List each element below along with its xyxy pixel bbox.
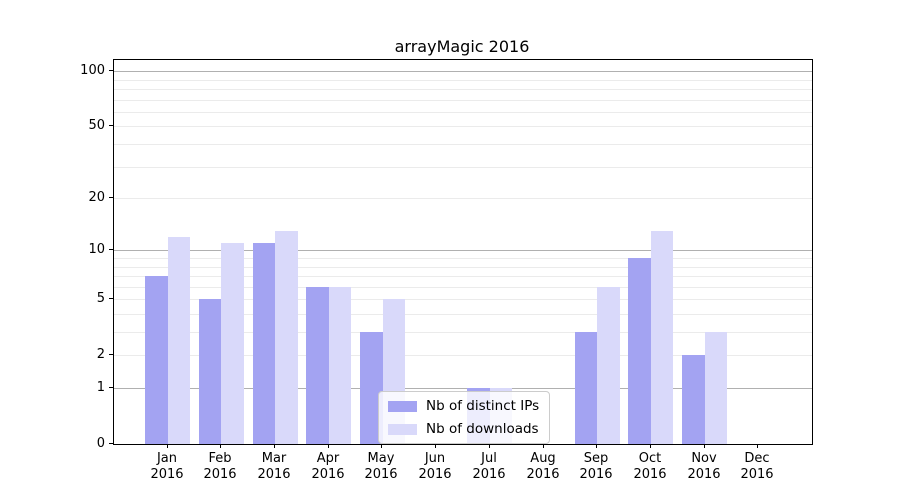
x-tick-label-jun: Jun 2016 [418, 451, 452, 482]
y-tick-label: 1 [96, 380, 105, 395]
x-tick-label-oct: Oct 2016 [633, 451, 667, 482]
x-tick-label-jul: Jul 2016 [472, 451, 506, 482]
bar-oct-downloads [650, 230, 674, 444]
bar-mar-distinct-ips [252, 243, 276, 444]
x-tick-label-feb: Feb 2016 [203, 451, 237, 482]
y-gridline-minor [114, 89, 812, 90]
legend-label-distinct-ips: Nb of distinct IPs [426, 398, 540, 414]
x-tick-mark [596, 444, 597, 448]
x-tick-mark [757, 444, 758, 448]
y-gridline-minor [114, 198, 812, 199]
y-gridline-minor [114, 258, 812, 259]
bar-apr-downloads [328, 286, 352, 444]
legend-item-downloads: Nb of downloads [388, 421, 539, 437]
legend-swatch-distinct-ips [388, 400, 417, 412]
y-gridline-minor [114, 126, 812, 127]
y-tick-label: 10 [88, 242, 105, 257]
y-tick-label: 0 [96, 436, 105, 451]
y-gridline-minor [114, 287, 812, 288]
x-tick-mark [435, 444, 436, 448]
x-tick-label-sep: Sep 2016 [579, 451, 613, 482]
y-gridline-minor [114, 80, 812, 81]
x-tick-label-apr: Apr 2016 [311, 451, 345, 482]
x-tick-mark [381, 444, 382, 448]
x-tick-mark [274, 444, 275, 448]
bar-feb-downloads [221, 243, 244, 444]
y-gridline-minor [114, 355, 812, 356]
y-tick-mark [109, 125, 113, 126]
y-gridline-minor [114, 314, 812, 315]
legend: Nb of distinct IPs Nb of downloads [378, 391, 551, 444]
x-tick-label-may: May 2016 [364, 451, 398, 482]
bar-nov-downloads [704, 332, 728, 444]
y-gridline-minor [114, 167, 812, 168]
y-gridline-minor [114, 144, 812, 145]
x-tick-mark [220, 444, 221, 448]
y-tick-mark [109, 70, 113, 71]
bar-sep-distinct-ips [574, 332, 598, 444]
y-tick-mark [109, 197, 113, 198]
chart-title: arrayMagic 2016 [394, 37, 530, 56]
x-tick-mark [167, 444, 168, 448]
y-tick-label: 50 [88, 118, 105, 133]
bar-jan-distinct-ips [145, 276, 168, 444]
legend-swatch-downloads [388, 423, 417, 435]
y-gridline-minor [114, 276, 812, 277]
x-tick-mark [328, 444, 329, 448]
y-gridline-minor [114, 299, 812, 300]
x-tick-mark [543, 444, 544, 448]
bar-nov-distinct-ips [682, 355, 705, 444]
bar-apr-distinct-ips [306, 286, 329, 444]
y-gridline-major [114, 71, 812, 72]
y-gridline-minor [114, 267, 812, 268]
y-tick-label: 20 [88, 190, 105, 205]
legend-item-distinct-ips: Nb of distinct IPs [388, 398, 539, 414]
x-tick-mark [650, 444, 651, 448]
x-tick-label-nov: Nov 2016 [687, 451, 721, 482]
y-gridline-major [114, 250, 812, 251]
y-tick-mark [109, 387, 113, 388]
y-tick-mark [109, 443, 113, 444]
y-tick-label: 2 [96, 347, 105, 362]
x-tick-label-dec: Dec 2016 [740, 451, 774, 482]
bar-feb-distinct-ips [198, 299, 222, 444]
plot-area [113, 59, 813, 445]
bar-oct-distinct-ips [628, 258, 651, 444]
bar-mar-downloads [275, 230, 298, 444]
y-gridline-minor [114, 332, 812, 333]
y-tick-label: 5 [96, 291, 105, 306]
y-gridline-minor [114, 112, 812, 113]
bar-may-distinct-ips [360, 332, 383, 444]
y-gridline-major [114, 388, 812, 389]
legend-label-downloads: Nb of downloads [426, 421, 539, 437]
x-tick-mark [704, 444, 705, 448]
y-tick-label: 100 [80, 63, 105, 78]
y-tick-mark [109, 354, 113, 355]
y-tick-mark [109, 249, 113, 250]
bar-jan-downloads [167, 236, 191, 444]
x-tick-label-aug: Aug 2016 [526, 451, 560, 482]
y-gridline-minor [114, 100, 812, 101]
x-tick-label-jan: Jan 2016 [150, 451, 184, 482]
y-tick-mark [109, 298, 113, 299]
bar-sep-downloads [597, 286, 620, 444]
x-tick-mark [489, 444, 490, 448]
x-tick-label-mar: Mar 2016 [257, 451, 291, 482]
